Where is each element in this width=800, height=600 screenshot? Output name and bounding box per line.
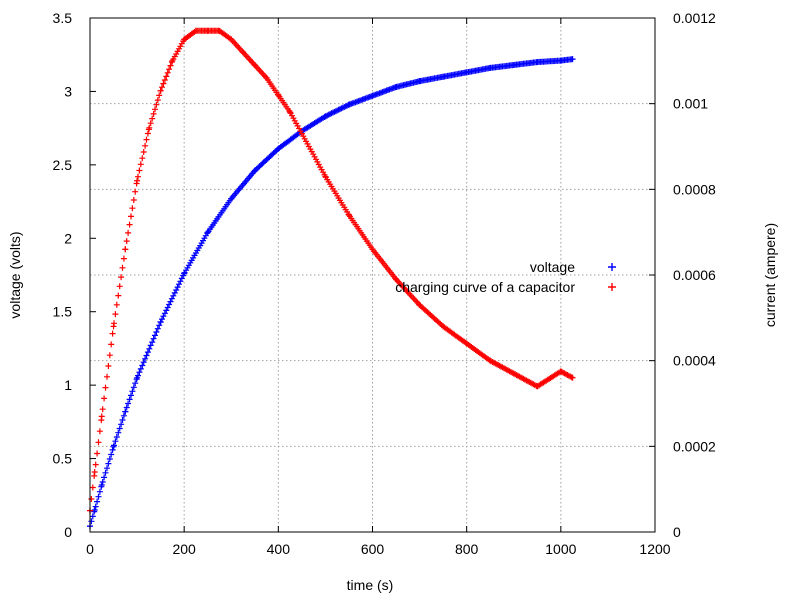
y-tick-label: 0.5 bbox=[53, 451, 73, 467]
legend-label: voltage bbox=[530, 259, 575, 275]
y2-tick-label: 0.0008 bbox=[673, 181, 716, 197]
y2-tick-label: 0.0002 bbox=[673, 438, 716, 454]
series-markers bbox=[87, 27, 575, 514]
x-tick-label: 400 bbox=[267, 541, 291, 557]
x-axis-label: time (s) bbox=[347, 577, 394, 593]
x-tick-label: 0 bbox=[86, 541, 94, 557]
x-tick-label: 1200 bbox=[639, 541, 670, 557]
y2-tick-label: 0.0012 bbox=[673, 10, 716, 26]
y-tick-label: 1 bbox=[64, 377, 72, 393]
axes: 0 200 400 600 800 1000 120000.511.522.533.500.… bbox=[53, 10, 717, 557]
y-tick-label: 3.5 bbox=[53, 10, 73, 26]
legend-marker bbox=[608, 283, 616, 291]
y-tick-label: 2 bbox=[64, 230, 72, 246]
legend-marker bbox=[608, 263, 616, 271]
y-tick-label: 2.5 bbox=[53, 157, 73, 173]
y2-tick-label: 0.0006 bbox=[673, 267, 716, 283]
legend: voltage charging curve of a capacitor bbox=[395, 259, 616, 295]
y-axis-label: voltage (volts) bbox=[7, 231, 23, 318]
y2-axis-label: current (ampere) bbox=[762, 223, 778, 327]
y-tick-label: 1.5 bbox=[53, 304, 73, 320]
legend-label: charging curve of a capacitor bbox=[395, 279, 575, 295]
y-tick-label: 3 bbox=[64, 83, 72, 99]
y2-tick-label: 0.0004 bbox=[673, 353, 716, 369]
x-tick-label: 1000 bbox=[545, 541, 576, 557]
plot-border bbox=[89, 17, 656, 533]
current-series bbox=[87, 27, 576, 514]
x-tick-label: 600 bbox=[361, 541, 385, 557]
series-layer bbox=[87, 27, 576, 530]
x-tick-label: 800 bbox=[455, 541, 479, 557]
y2-tick-label: 0 bbox=[673, 524, 681, 540]
x-tick-label: 200 bbox=[172, 541, 196, 557]
y2-tick-label: 0.001 bbox=[673, 96, 708, 112]
y-tick-label: 0 bbox=[64, 524, 72, 540]
